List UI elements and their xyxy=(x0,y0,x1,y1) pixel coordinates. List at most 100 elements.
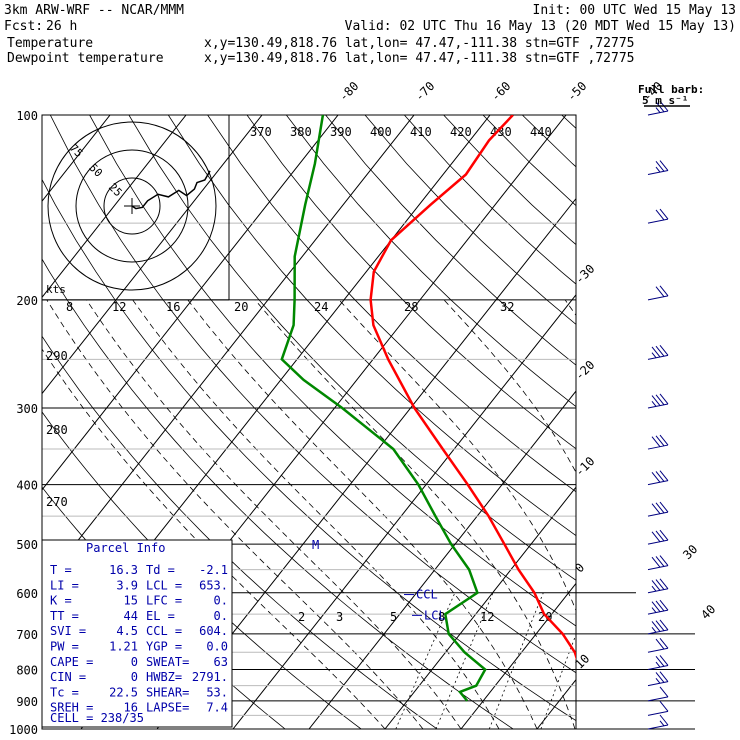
isotherm-line xyxy=(232,294,576,729)
wind-barb-flag xyxy=(655,655,665,667)
forecast-label: Fcst: xyxy=(4,19,43,34)
isotherm-line xyxy=(42,115,187,299)
wind-barb-flag xyxy=(655,638,665,650)
wind-barb-staff xyxy=(647,565,669,571)
dry-adiabat-line xyxy=(285,115,576,408)
isotherm-label: -80 xyxy=(336,79,361,104)
isotherm-label: -50 xyxy=(564,79,589,104)
hodograph-trace xyxy=(131,170,211,210)
mixing-ratio-line xyxy=(588,593,636,729)
wind-barb-flag xyxy=(655,435,665,447)
dry-adiabat-line xyxy=(522,115,576,168)
wind-barb-flag xyxy=(659,714,669,726)
wind-barb-half xyxy=(655,661,661,668)
upper-mixing-label: 24 xyxy=(314,300,328,314)
parcel-marker-m: M xyxy=(312,538,319,552)
wind-barb-staff xyxy=(647,724,669,730)
dewpoint-location: x,y=130.49,818.76 lat,lon= 47.47,-111.38… xyxy=(204,51,634,66)
temperature-location: x,y=130.49,818.76 lat,lon= 47.47,-111.38… xyxy=(204,36,634,51)
dry-adiabat-line xyxy=(640,115,740,729)
upper-mixing-label: 8 xyxy=(66,300,73,314)
isotherm-line xyxy=(384,486,576,729)
moist-adiabat-line xyxy=(187,299,538,729)
wind-barb-flag xyxy=(659,393,669,405)
mixing-ratio-label: 5 xyxy=(390,610,397,624)
dry-adiabat-line xyxy=(561,115,576,129)
wind-barb-flag xyxy=(655,672,665,683)
wind-barb-flag xyxy=(651,436,661,447)
hodograph-ring-label: 75 xyxy=(67,142,86,161)
wind-barb-flag xyxy=(659,501,669,513)
wind-barb-flag xyxy=(655,286,665,297)
hodograph-ring xyxy=(103,177,161,235)
dry-adiabat-line xyxy=(601,115,740,729)
dry-adiabat-line xyxy=(42,335,438,729)
pressure-tick-label: 700 xyxy=(16,628,38,642)
isotherm-line xyxy=(689,115,740,729)
dry-adiabat-line xyxy=(364,115,576,325)
isotherm-line xyxy=(42,115,339,491)
dry-adiabat-line xyxy=(482,115,576,207)
moist-adiabat-line xyxy=(86,299,462,729)
wind-barb-staff xyxy=(647,444,669,450)
mixing-ratio-label: 8 xyxy=(438,610,445,624)
temperature-profile xyxy=(369,115,576,661)
wind-barb-flag xyxy=(651,621,661,632)
upper-mixing-label: 28 xyxy=(404,300,418,314)
wind-barb-half xyxy=(651,401,657,407)
wind-barb-half xyxy=(651,585,657,592)
theta-label: 440 xyxy=(530,125,552,139)
dry-adiabat-line xyxy=(128,115,576,581)
wind-barb-staff xyxy=(647,609,669,615)
wind-barb-flag xyxy=(659,619,669,631)
wind-barb-staff xyxy=(647,588,669,594)
init-time: Init: 00 UTC Wed 15 May 13 xyxy=(533,3,737,18)
wind-barb-flag xyxy=(651,531,661,543)
hodograph-ring xyxy=(75,149,189,263)
wind-barb-flag xyxy=(655,579,665,590)
wind-barb-flag xyxy=(659,285,669,297)
isotherm-label: 40 xyxy=(698,602,718,622)
dry-adiabat-line xyxy=(207,115,576,493)
wind-barb-staff xyxy=(647,354,669,360)
mixing-ratio-label: 3 xyxy=(336,610,343,624)
isotherm-label: 0 xyxy=(572,560,587,575)
theta-label: 370 xyxy=(250,125,272,139)
wind-barb-flag xyxy=(651,580,661,591)
pressure-tick-label: 1000 xyxy=(9,723,38,737)
wind-barb-flag xyxy=(659,555,669,566)
wind-barb-staff xyxy=(647,295,669,301)
isotherm-label: -70 xyxy=(412,79,437,104)
dry-adiabat-line xyxy=(325,115,576,366)
wind-barb-flag xyxy=(659,208,669,220)
pressure-tick-label: 400 xyxy=(16,479,38,493)
isotherm-line xyxy=(42,115,415,587)
wind-barb-staff xyxy=(647,170,669,175)
plot-frame xyxy=(41,114,577,730)
isotherm-line xyxy=(156,197,576,729)
wind-barb-flag xyxy=(659,578,669,590)
wind-barb-flag xyxy=(655,471,665,482)
wind-barb-staff xyxy=(647,665,669,670)
moist-adiabat-line xyxy=(254,299,576,729)
wind-barb-flag xyxy=(659,637,669,649)
wind-barb-flag xyxy=(659,701,669,712)
wind-barb-flag xyxy=(655,160,665,172)
dry-adiabat-line xyxy=(42,411,362,729)
dewpoint-profile xyxy=(280,115,487,702)
ccl-marker: CCL xyxy=(416,588,438,602)
isotherm-label: 30 xyxy=(680,542,700,562)
wind-barb-flag xyxy=(659,470,669,481)
model-title: 3km ARW-WRF -- NCAR/MMM xyxy=(4,3,184,18)
hodograph-ring xyxy=(47,121,217,291)
lcl-marker: LCL xyxy=(424,608,446,622)
valid-time: Valid: 02 UTC Thu 16 May 13 (20 MDT Wed … xyxy=(345,19,736,34)
wind-barb-half xyxy=(655,677,661,684)
pressure-tick-label: 600 xyxy=(16,587,38,601)
full-barb-label: Full barb: xyxy=(638,83,704,96)
theta-label: 420 xyxy=(450,125,472,139)
wind-barb-staff xyxy=(647,681,669,687)
moist-adiabat-line xyxy=(42,348,386,729)
header-area: 3km ARW-WRF -- NCAR/MMM Init: 00 UTC Wed… xyxy=(4,3,737,66)
